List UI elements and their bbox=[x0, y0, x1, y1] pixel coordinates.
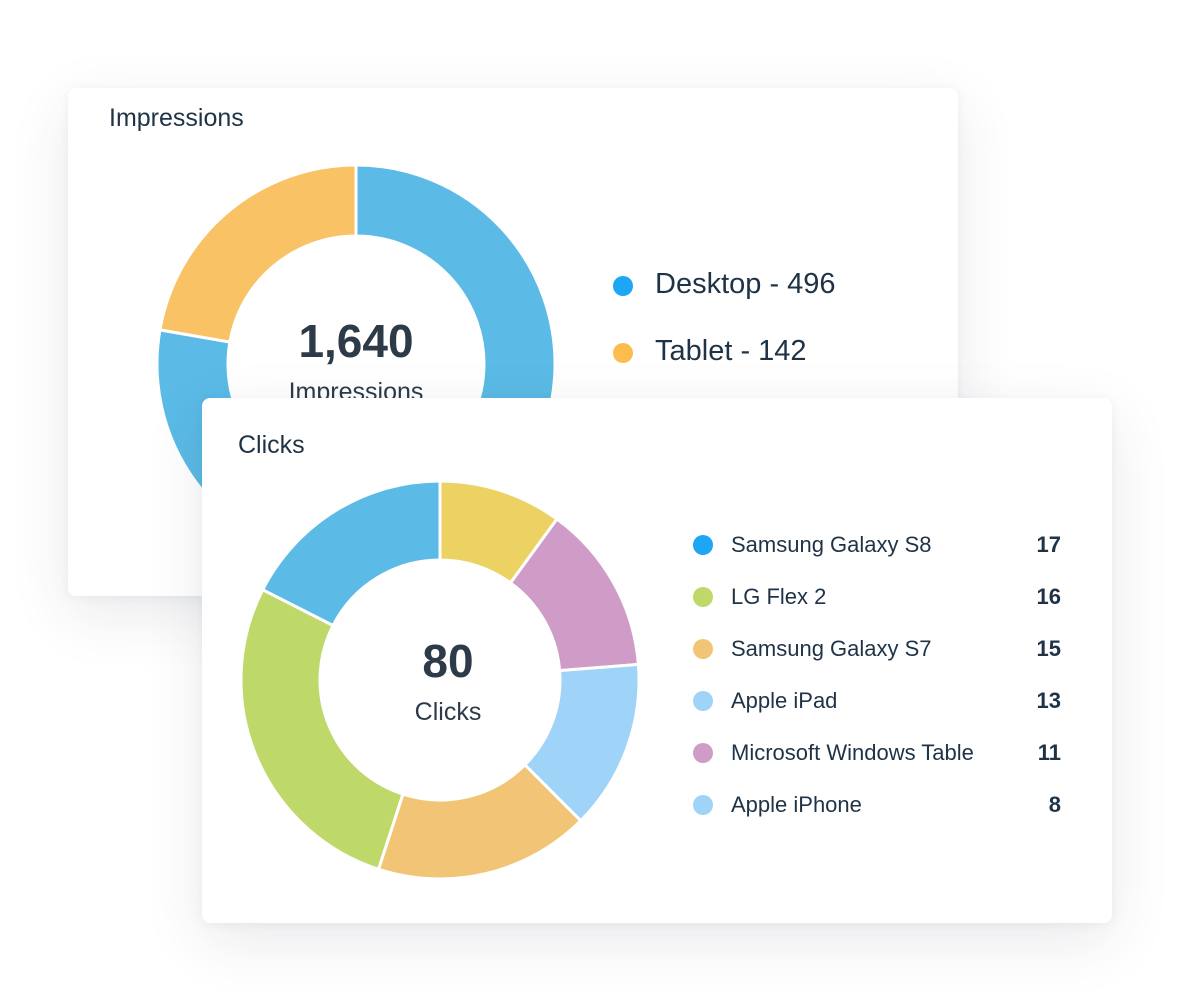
impressions-center-value: 1,640 bbox=[298, 315, 414, 367]
clicks-legend-value: 15 bbox=[1036, 636, 1061, 661]
impressions-legend-label: Tablet - 142 bbox=[655, 335, 807, 367]
impressions-slice-1 bbox=[158, 163, 358, 344]
legend-dot-icon bbox=[613, 276, 633, 296]
clicks-slice-4 bbox=[239, 587, 405, 872]
clicks-legend-value: 8 bbox=[1048, 792, 1061, 817]
clicks-center-label: Clicks bbox=[414, 698, 482, 726]
clicks-legend-label: Apple iPad bbox=[731, 688, 838, 713]
clicks-donut bbox=[239, 479, 641, 881]
legend-dot-icon bbox=[613, 343, 633, 363]
impressions-legend-label: Desktop - 496 bbox=[655, 268, 836, 300]
clicks-legend-label: Samsung Galaxy S7 bbox=[731, 636, 932, 661]
clicks-card: Clicks 80 Clicks Samsung Galaxy S8 17 LG F… bbox=[202, 398, 1112, 923]
impressions-title: Impressions bbox=[109, 104, 244, 132]
clicks-legend-label: Samsung Galaxy S8 bbox=[731, 532, 932, 557]
clicks-title: Clicks bbox=[238, 431, 305, 459]
clicks-legend-value: 13 bbox=[1036, 688, 1061, 713]
clicks-legend-value: 17 bbox=[1036, 532, 1061, 557]
legend-dot-icon bbox=[693, 587, 713, 607]
clicks-legend-value: 11 bbox=[1037, 740, 1061, 765]
legend-dot-icon bbox=[693, 795, 713, 815]
legend-dot-icon bbox=[693, 691, 713, 711]
clicks-legend-value: 16 bbox=[1036, 584, 1061, 609]
clicks-legend-label: Microsoft Windows Table bbox=[731, 740, 974, 765]
clicks-legend-label: LG Flex 2 bbox=[731, 584, 827, 609]
clicks-slice-5 bbox=[260, 479, 442, 628]
legend-dot-icon bbox=[693, 639, 713, 659]
legend-dot-icon bbox=[693, 743, 713, 763]
clicks-center-value: 80 bbox=[422, 635, 474, 687]
legend-dot-icon bbox=[693, 535, 713, 555]
clicks-legend-label: Apple iPhone bbox=[731, 792, 862, 817]
